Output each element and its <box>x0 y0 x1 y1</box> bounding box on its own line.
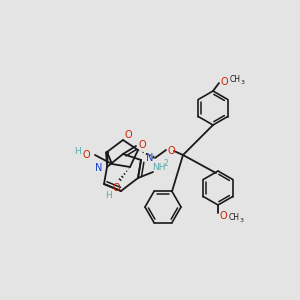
Text: O: O <box>138 140 146 150</box>
Text: N: N <box>94 163 102 173</box>
Text: O: O <box>219 211 227 221</box>
Text: H: H <box>106 190 112 200</box>
Text: O: O <box>124 130 132 140</box>
Text: O: O <box>220 77 228 87</box>
Text: 3: 3 <box>241 80 245 85</box>
Text: O: O <box>167 146 175 156</box>
Text: NH: NH <box>152 163 166 172</box>
Polygon shape <box>106 152 108 167</box>
Text: CH: CH <box>230 76 241 85</box>
Text: O: O <box>82 150 90 160</box>
Text: CH: CH <box>229 214 239 223</box>
Text: 3: 3 <box>240 218 244 223</box>
Text: 2: 2 <box>164 158 168 167</box>
Text: H: H <box>74 148 81 157</box>
Text: N: N <box>146 153 153 163</box>
Text: O: O <box>112 183 120 193</box>
